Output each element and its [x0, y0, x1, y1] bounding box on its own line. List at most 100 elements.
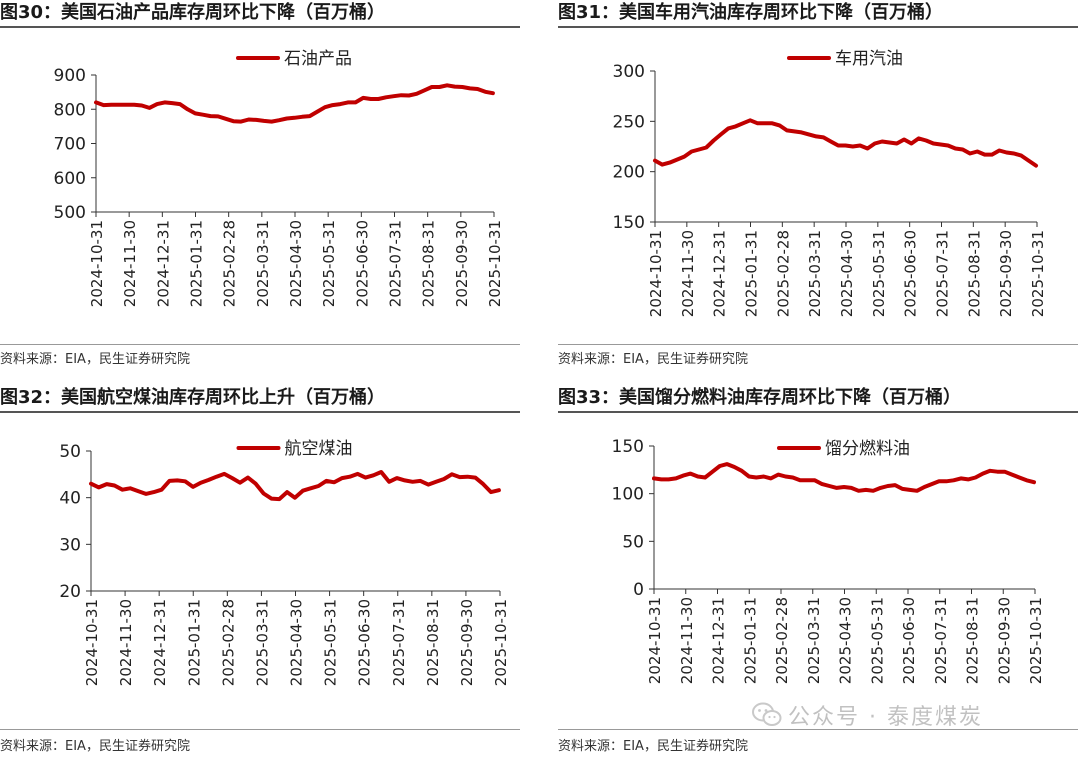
x-tick-label: 2025-07-31 [934, 230, 952, 317]
legend: 馏分燃料油 [777, 439, 910, 459]
watermark-text: 公众号 · 泰度煤炭 [788, 705, 983, 730]
y-tick-label: 20 [59, 582, 81, 602]
source-rule [0, 344, 520, 345]
x-tick-label: 2024-12-31 [151, 599, 169, 686]
x-tick-label: 2025-05-31 [868, 597, 886, 684]
panel-petroleum-products: 图30：美国石油产品库存周环比下降（百万桶） 500 600 700 800 900 20… [0, 0, 520, 374]
x-tick-label: 2025-04-30 [287, 220, 305, 307]
series-line [89, 470, 501, 502]
x-tick-label: 2024-11-30 [678, 597, 696, 684]
panel-motor-gasoline: 图31：美国车用汽油库存周环比下降（百万桶） 150 200 250 300 2024-… [558, 0, 1078, 374]
x-tick-label: 2025-01-31 [743, 230, 761, 317]
x-tick-label: 2025-09-30 [995, 597, 1013, 684]
chart-jet-fuel: 20 30 40 50 2024-10-31 2024-11-30 2024-12-31 20… [59, 439, 510, 686]
x-tick-label: 2025-07-31 [932, 597, 950, 684]
series-line [94, 83, 495, 124]
x-tick-label: 2025-10-31 [1029, 230, 1047, 317]
x-tick-label: 2024-12-31 [711, 230, 729, 317]
watermark: 公众号 · 泰度煤炭 [752, 697, 983, 733]
x-tick-label: 2025-01-31 [185, 599, 203, 686]
x-tick-label: 2024-10-31 [646, 597, 664, 684]
x-tick-label: 2025-02-28 [773, 597, 791, 684]
y-tick-label: 250 [613, 112, 645, 132]
y-tick-label: 700 [54, 135, 86, 155]
series-line [652, 462, 1036, 493]
x-tick-label: 2025-05-31 [870, 230, 888, 317]
x-tick-label: 2025-05-31 [320, 220, 338, 307]
x-tick-label: 2025-02-28 [219, 599, 237, 686]
x-tick-label: 2024-11-30 [679, 230, 697, 317]
chart-motor-gasoline: 150 200 250 300 2024-10-31 2024-11-30 2024-12-… [613, 49, 1047, 317]
source-rule [0, 729, 520, 730]
series-line [653, 118, 1038, 168]
y-tick-label: 800 [54, 100, 86, 120]
x-tick-label: 2025-03-31 [805, 597, 823, 684]
y-tick-label: 0 [633, 580, 644, 600]
y-tick-label: 600 [54, 169, 86, 189]
y-tick-label: 50 [59, 442, 81, 462]
title-rule [0, 26, 520, 28]
chart-title: 图30：美国石油产品库存周环比下降（百万桶） [0, 2, 386, 23]
x-tick-label: 2025-09-30 [453, 220, 471, 307]
source-note: 资料来源：EIA，民生证券研究院 [0, 739, 190, 754]
x-tick-label: 2025-10-31 [486, 220, 504, 307]
source-rule [558, 344, 1078, 345]
x-tick-label: 2024-12-31 [154, 220, 172, 307]
x-tick-label: 2025-06-30 [902, 230, 920, 317]
panel-distillate-fuel: 图33：美国馏分燃料油库存周环比下降（百万桶） 0 50 100 150 2024-10… [558, 385, 1078, 759]
y-tick-label: 50 [622, 532, 644, 552]
x-tick-label: 2024-11-30 [121, 220, 139, 307]
x-tick-label: 2025-09-30 [997, 230, 1015, 317]
source-rule [558, 729, 1078, 730]
source-note: 资料来源：EIA，民生证券研究院 [558, 739, 748, 754]
x-tick-label: 2024-11-30 [117, 599, 135, 686]
x-tick-label: 2024-10-31 [88, 220, 106, 307]
chart-title: 图32：美国航空煤油库存周环比上升（百万桶） [0, 387, 386, 408]
y-tick-label: 100 [612, 485, 644, 505]
y-tick-label: 900 [54, 66, 86, 86]
legend: 航空煤油 [236, 439, 353, 459]
legend-label: 航空煤油 [285, 439, 353, 459]
x-tick-label: 2025-08-31 [420, 220, 438, 307]
source-note: 资料来源：EIA，民生证券研究院 [558, 352, 748, 367]
y-tick-label: 40 [59, 489, 81, 509]
chart-title: 图33：美国馏分燃料油库存周环比下降（百万桶） [558, 387, 962, 408]
x-tick-label: 2025-07-31 [387, 220, 405, 307]
legend-label: 车用汽油 [835, 49, 903, 69]
x-tick-label: 2024-12-31 [710, 597, 728, 684]
x-tick-label: 2025-10-31 [492, 599, 510, 686]
title-rule [558, 26, 1078, 28]
x-tick-label: 2025-05-31 [322, 599, 340, 686]
chart-distillate-fuel: 0 50 100 150 2024-10-31 2024-11-30 2024-12-31 2… [612, 437, 1045, 684]
x-tick-label: 2025-04-30 [838, 230, 856, 317]
x-tick-label: 2025-09-30 [458, 599, 476, 686]
chart-petroleum-products: 500 600 700 800 900 2024-10-31 2024-11-30 2024-… [54, 49, 504, 307]
x-tick-label: 2025-06-30 [353, 220, 371, 307]
legend-label: 馏分燃料油 [825, 439, 910, 459]
x-tick-label: 2025-10-31 [1027, 597, 1045, 684]
x-tick-label: 2025-02-28 [221, 220, 239, 307]
y-tick-label: 150 [613, 213, 645, 233]
x-tick-label: 2025-08-31 [965, 230, 983, 317]
x-tick-label: 2025-02-28 [774, 230, 792, 317]
title-rule [0, 411, 520, 413]
title-rule [558, 411, 1078, 413]
x-tick-label: 2024-10-31 [83, 599, 101, 686]
x-tick-label: 2025-03-31 [806, 230, 824, 317]
x-tick-label: 2025-01-31 [188, 220, 206, 307]
x-tick-label: 2025-07-31 [390, 599, 408, 686]
legend: 车用汽油 [787, 49, 903, 69]
legend: 石油产品 [236, 49, 352, 69]
x-tick-label: 2025-08-31 [964, 597, 982, 684]
x-tick-label: 2025-03-31 [254, 220, 272, 307]
x-tick-label: 2025-04-30 [837, 597, 855, 684]
legend-label: 石油产品 [284, 49, 352, 69]
chart-title: 图31：美国车用汽油库存周环比下降（百万桶） [558, 2, 944, 23]
y-tick-label: 300 [613, 62, 645, 82]
wechat-icon [752, 702, 782, 726]
source-note: 资料来源：EIA，民生证券研究院 [0, 352, 190, 367]
y-tick-label: 150 [612, 437, 644, 457]
x-tick-label: 2025-04-30 [288, 599, 306, 686]
y-tick-label: 200 [613, 163, 645, 183]
x-tick-label: 2025-01-31 [741, 597, 759, 684]
